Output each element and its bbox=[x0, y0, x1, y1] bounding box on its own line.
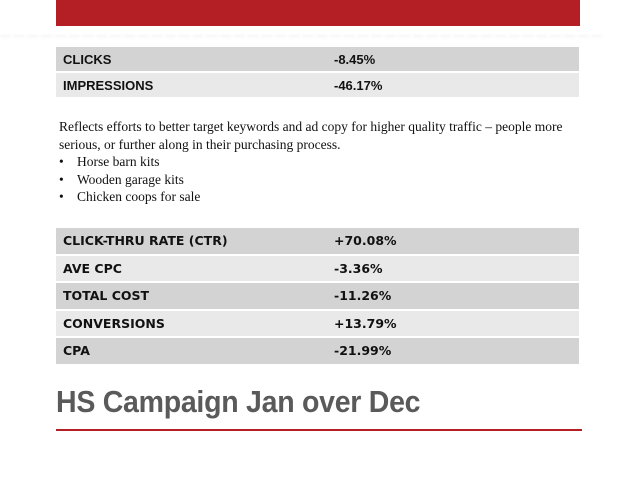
metric-change: -3.36% bbox=[327, 254, 579, 283]
metric-label: CLICKS bbox=[56, 47, 327, 73]
metric-label: CLICK-THRU RATE (CTR) bbox=[56, 228, 327, 256]
performance-metrics-table: CLICK-THRU RATE (CTR) +70.08% AVE CPC -3… bbox=[56, 228, 579, 366]
metric-change: -21.99% bbox=[327, 337, 579, 366]
bullet-icon: • bbox=[59, 189, 64, 204]
list-item-label: Horse barn kits bbox=[77, 154, 160, 169]
table-row: CPA -21.99% bbox=[56, 337, 579, 366]
table-row: CLICKS -8.45% bbox=[56, 47, 579, 73]
list-item: • Chicken coops for sale bbox=[59, 188, 589, 206]
metric-label: CONVERSIONS bbox=[56, 309, 327, 338]
traffic-metrics-table: CLICKS -8.45% IMPRESSIONS -46.17% bbox=[56, 47, 579, 99]
faded-header-text: — — — — — — — — — — — — — — — — — — — — … bbox=[0, 30, 603, 42]
bullet-icon: • bbox=[59, 171, 64, 187]
metric-label: AVE CPC bbox=[56, 254, 327, 283]
metric-label: CPA bbox=[56, 337, 327, 366]
table-row: AVE CPC -3.36% bbox=[56, 254, 579, 283]
list-item-label: Wooden garage kits bbox=[77, 171, 184, 187]
list-item: • Horse barn kits bbox=[59, 153, 589, 171]
table-row: CLICK-THRU RATE (CTR) +70.08% bbox=[56, 228, 579, 256]
header-accent-bar bbox=[56, 0, 580, 26]
metric-change: +70.08% bbox=[327, 228, 579, 256]
table-row: CONVERSIONS +13.79% bbox=[56, 309, 579, 338]
metric-change: -8.45% bbox=[327, 47, 579, 73]
metric-change: -11.26% bbox=[327, 282, 579, 311]
slide-title: HS Campaign Jan over Dec bbox=[56, 384, 421, 419]
metric-change: +13.79% bbox=[327, 309, 579, 338]
keyword-list: • Horse barn kits • Wooden garage kits • Ch… bbox=[59, 153, 589, 206]
metric-label: TOTAL COST bbox=[56, 282, 327, 311]
bullet-icon: • bbox=[59, 154, 64, 169]
table-row: TOTAL COST -11.26% bbox=[56, 282, 579, 311]
title-underline bbox=[56, 429, 582, 431]
description-block: Reflects efforts to better target keywor… bbox=[59, 118, 589, 206]
list-item-label: Chicken coops for sale bbox=[77, 189, 201, 204]
table-row: IMPRESSIONS -46.17% bbox=[56, 72, 579, 99]
list-item: • Wooden garage kits bbox=[59, 171, 589, 189]
metric-label: IMPRESSIONS bbox=[56, 72, 327, 99]
metric-change: -46.17% bbox=[327, 72, 579, 99]
description-text: Reflects efforts to better target keywor… bbox=[59, 119, 563, 152]
